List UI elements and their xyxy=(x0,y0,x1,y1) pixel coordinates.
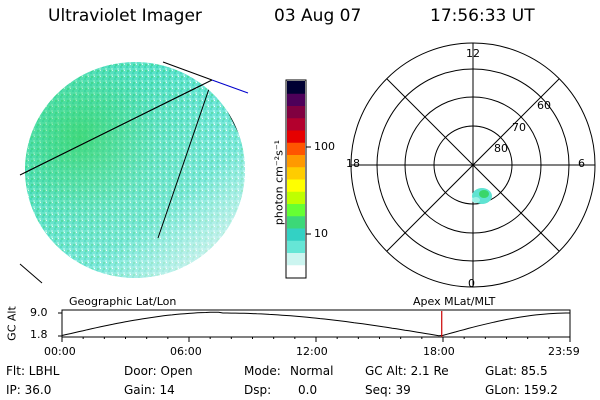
info-mode-label: Mode: xyxy=(244,364,281,378)
globe-corner-line xyxy=(19,263,43,284)
timeline-xticks xyxy=(61,337,571,342)
globe-limb-line xyxy=(162,61,213,81)
timeline-y-axis-label: GC Alt xyxy=(5,306,19,341)
colorbar-band xyxy=(287,240,305,253)
sun-direction-line xyxy=(211,79,249,94)
colorbar-unit-label: photon cm⁻²s⁻¹ xyxy=(272,139,286,226)
timeline-tick-0000: 00:00 xyxy=(44,345,76,358)
polar-mlt-6: 6 xyxy=(578,157,585,170)
info-dsp-label: Dsp: xyxy=(244,383,272,397)
colorbar-label-10: 10 xyxy=(314,227,328,240)
polar-mlt-18: 18 xyxy=(346,157,360,170)
colorbar-band xyxy=(287,154,305,168)
app-title: Ultraviolet Imager xyxy=(48,6,202,26)
polar-diagonal-2 xyxy=(386,78,560,252)
info-filter: Flt: LBHL xyxy=(6,364,60,378)
colorbar-band xyxy=(287,166,305,180)
timeline-tick-2359: 23:59 xyxy=(548,345,580,358)
timeline-left-title: Geographic Lat/Lon xyxy=(69,295,177,308)
polar-lat-70: 70 xyxy=(512,121,526,134)
colorbar-band xyxy=(287,203,305,217)
uv-globe-image xyxy=(19,61,249,284)
colorbar-band xyxy=(287,179,305,192)
colorbar-band xyxy=(287,191,305,204)
colorbar-band xyxy=(287,105,305,119)
colorbar xyxy=(285,79,311,279)
colorbar-label-100: 100 xyxy=(314,140,335,153)
colorbar-band xyxy=(287,81,305,94)
timeline-frame xyxy=(61,309,571,338)
header-time: 17:56:33 UT xyxy=(430,6,535,26)
colorbar-band xyxy=(287,252,305,266)
altitude-curve xyxy=(61,311,570,337)
colorbar-band xyxy=(287,228,305,241)
timeline-y-max: 9.0 xyxy=(30,306,48,319)
timeline-tick-1200: 12:00 xyxy=(296,345,328,358)
timeline-tick-0600: 06:00 xyxy=(170,345,202,358)
info-dsp-value: 0.0 xyxy=(298,383,318,397)
info-door: Door: Open xyxy=(124,364,193,378)
info-seq: Seq: 39 xyxy=(365,383,411,397)
polar-lat-60: 60 xyxy=(537,99,551,112)
colorbar-bands xyxy=(287,81,305,278)
info-glat: GLat: 85.5 xyxy=(485,364,548,378)
altitude-timeline xyxy=(58,309,571,342)
colorbar-band xyxy=(287,130,305,143)
polar-lat-80: 80 xyxy=(494,142,508,155)
polar-aurora-spot xyxy=(472,188,492,204)
header-date: 03 Aug 07 xyxy=(274,6,362,26)
colorbar-band xyxy=(287,142,305,155)
colorbar-band xyxy=(287,215,305,229)
info-ip: IP: 36.0 xyxy=(6,383,52,397)
info-mode-value: Normal xyxy=(290,364,334,378)
info-glon: GLon: 159.2 xyxy=(485,383,558,397)
polar-mlt-12: 12 xyxy=(466,47,480,60)
globe-meridian-line xyxy=(19,79,213,176)
colorbar-band xyxy=(287,93,305,106)
polar-mlt-0: 0 xyxy=(468,277,475,290)
colorbar-band xyxy=(287,264,305,278)
colorbar-band xyxy=(287,117,305,131)
polar-plot xyxy=(350,42,596,288)
info-gc-alt: GC Alt: 2.1 Re xyxy=(365,364,449,378)
timeline-tick-1800: 18:00 xyxy=(423,345,455,358)
timeline-y-min: 1.8 xyxy=(30,328,48,341)
info-gain: Gain: 14 xyxy=(124,383,175,397)
timeline-right-title: Apex MLat/MLT xyxy=(413,295,496,308)
